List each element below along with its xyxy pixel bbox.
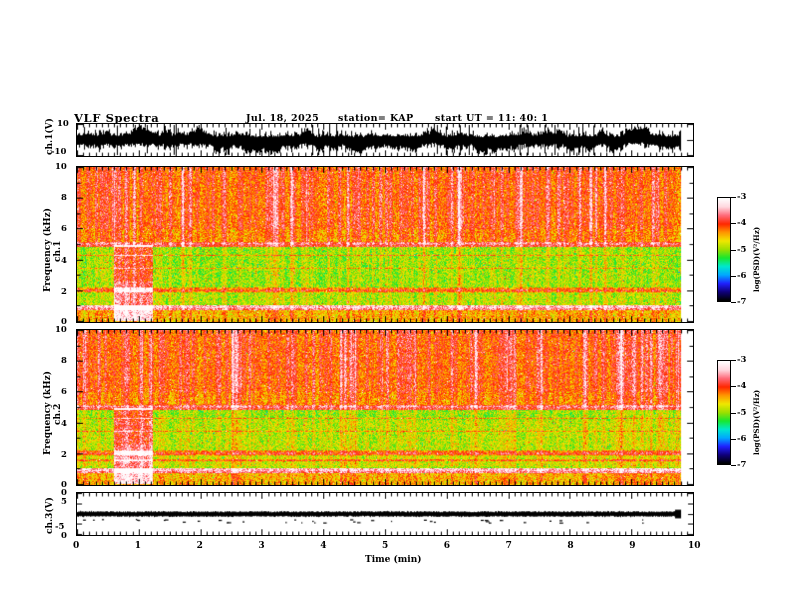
colorbar-tickmark bbox=[731, 302, 736, 304]
x-axis-label: Time (min) bbox=[365, 555, 422, 565]
colorbar-tickmark bbox=[731, 465, 736, 467]
colorbar-tickmark bbox=[731, 360, 736, 362]
x-tick-4: 4 bbox=[320, 541, 327, 551]
ch3v-tick-zero-top: 0 bbox=[61, 488, 67, 498]
ch3v-axis-label: ch.3(V) bbox=[45, 497, 55, 534]
ch1spec-tick-10: 10 bbox=[55, 162, 67, 172]
ch1spec-axis-label-frequency: Frequency (kHz) bbox=[43, 207, 53, 292]
x-tick-6: 6 bbox=[443, 541, 451, 551]
panel-ch1-spectrogram bbox=[76, 166, 694, 323]
colorbar-tickmark bbox=[731, 249, 736, 251]
colorbar-ch2 bbox=[717, 360, 731, 465]
colorbar-tickmark bbox=[731, 223, 736, 225]
colorbar-tick--6: -6 bbox=[737, 270, 747, 281]
colorbar-ch1 bbox=[717, 197, 731, 302]
x-tick-7: 7 bbox=[505, 541, 512, 551]
colorbar-tick--3: -3 bbox=[737, 192, 747, 202]
panel-ch2-spectrogram bbox=[76, 329, 694, 486]
ch3v-tick-top: 5 bbox=[61, 497, 67, 507]
ch2spec-tick-0: 0 bbox=[61, 480, 67, 490]
ch3-voltage-trace bbox=[77, 493, 693, 535]
colorbar-ch2-gradient bbox=[718, 361, 730, 464]
x-tick-9: 9 bbox=[629, 541, 636, 551]
ch2spec-tick-6: 6 bbox=[61, 387, 67, 397]
panel-ch3-voltage bbox=[76, 492, 694, 536]
x-tick-2: 2 bbox=[196, 541, 203, 551]
ch2spec-axis-label-frequency: Frequency (kHz) bbox=[43, 370, 53, 455]
colorbar-ch2-label: log(PSD)(V²/Hz) bbox=[752, 389, 761, 455]
ch2spec-tick-2: 2 bbox=[61, 450, 67, 460]
x-tick-5: 5 bbox=[382, 541, 389, 551]
ch1-spectrogram-image bbox=[77, 167, 693, 322]
colorbar-tick--7: -7 bbox=[737, 460, 747, 470]
ch1spec-tick-2: 2 bbox=[61, 287, 67, 297]
header-date: Jul. 18, 2025 bbox=[246, 113, 320, 124]
ch1spec-tick-6: 6 bbox=[61, 224, 67, 234]
ch1spec-axis-label-channel: ch.1 bbox=[53, 240, 63, 262]
ch1-voltage-trace bbox=[77, 124, 693, 156]
ch2-spectrogram-image bbox=[77, 330, 693, 485]
x-tick-3: 3 bbox=[258, 541, 265, 551]
ch1spec-tick-4: 4 bbox=[61, 256, 67, 266]
header-start-ut: start UT = 11: 40: 1 bbox=[435, 113, 549, 124]
colorbar-tick--3: -3 bbox=[737, 355, 747, 365]
ch3v-tick-bottom: -5 bbox=[55, 522, 65, 532]
colorbar-tickmark bbox=[731, 438, 736, 440]
ch2spec-axis-label-channel: ch.2 bbox=[53, 403, 63, 425]
colorbar-tickmark bbox=[731, 386, 736, 388]
colorbar-tick--4: -4 bbox=[737, 218, 747, 229]
ch1v-axis-label: ch.1(V) bbox=[45, 118, 55, 155]
panel-ch1-voltage bbox=[76, 123, 694, 157]
ch2spec-tick-8: 8 bbox=[61, 356, 67, 366]
header-station: station= KAP bbox=[338, 113, 414, 124]
page-title: VLF Spectra bbox=[74, 111, 160, 125]
colorbar-tick--5: -5 bbox=[737, 244, 747, 255]
colorbar-tickmark bbox=[731, 275, 736, 277]
x-tick-0: 0 bbox=[73, 541, 80, 551]
colorbar-tick--4: -4 bbox=[737, 381, 747, 392]
ch3v-tick-zero-bottom: 0 bbox=[61, 531, 67, 541]
ch1spec-tick-0: 0 bbox=[61, 317, 67, 327]
colorbar-tickmark bbox=[731, 197, 736, 199]
colorbar-ch1-gradient bbox=[718, 198, 730, 301]
x-tick-1: 1 bbox=[134, 541, 142, 551]
colorbar-tick--7: -7 bbox=[737, 297, 747, 307]
colorbar-tickmark bbox=[731, 412, 736, 414]
ch1v-tick-bottom: -10 bbox=[51, 147, 67, 157]
ch2spec-tick-4: 4 bbox=[61, 419, 67, 429]
colorbar-tick--5: -5 bbox=[737, 407, 747, 418]
ch1v-tick-top: 10 bbox=[57, 119, 69, 129]
x-tick-8: 8 bbox=[567, 541, 574, 551]
x-tick-10: 10 bbox=[688, 541, 701, 551]
ch2spec-tick-10: 10 bbox=[55, 325, 67, 335]
colorbar-ch1-label: log(PSD)(V²/Hz) bbox=[752, 226, 761, 292]
colorbar-tick--6: -6 bbox=[737, 433, 747, 444]
ch1spec-tick-8: 8 bbox=[61, 193, 67, 203]
